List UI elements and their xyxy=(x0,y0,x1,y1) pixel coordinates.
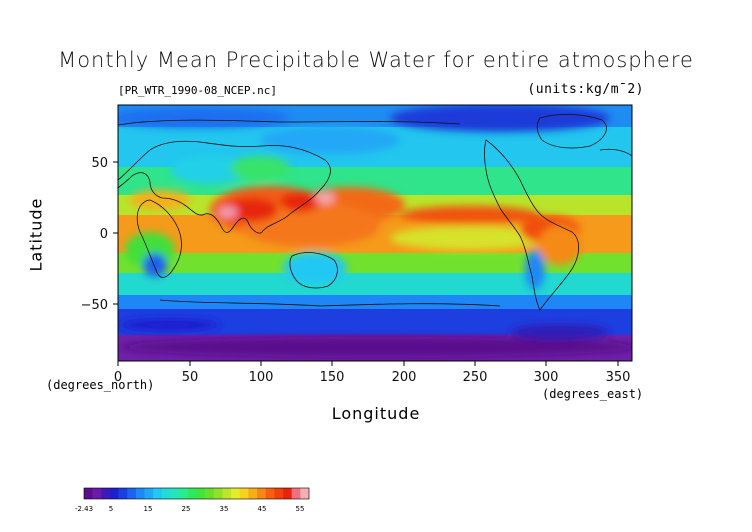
colorbar-swatch xyxy=(127,488,137,499)
colorbar xyxy=(83,487,310,500)
colorbar-swatch xyxy=(170,488,180,499)
file-label: [PR_WTR_1990-08_NCEP.nc] xyxy=(118,84,277,97)
colorbar-swatch xyxy=(153,488,163,499)
colorbar-swatch xyxy=(84,488,93,499)
units-label: (units:kg/m¯2) xyxy=(527,82,644,97)
colorbar-label: -2.43 xyxy=(75,505,93,513)
map-title: Monthly Mean Precipitable Water for enti… xyxy=(58,48,694,72)
colorbar-swatch xyxy=(265,488,275,499)
colorbar-swatch xyxy=(179,488,189,499)
colorbar-swatch xyxy=(196,488,206,499)
colorbar-labels: -2.43 5 15 25 35 45 55 xyxy=(75,505,305,513)
colorbar-swatch xyxy=(187,488,197,499)
colorbar-swatch xyxy=(257,488,267,499)
colorbar-swatch xyxy=(222,488,232,499)
x-tick-label: 50 xyxy=(182,370,199,385)
colorbar-label: 55 xyxy=(296,505,305,513)
colorbar-swatch xyxy=(101,488,111,499)
x-tick-label: 150 xyxy=(320,370,345,385)
colorbar-swatch xyxy=(205,488,215,499)
y-tick-label: −50 xyxy=(81,298,108,313)
y-tick-label: 0 xyxy=(100,227,108,242)
coastlines xyxy=(118,114,632,311)
colorbar-swatch xyxy=(92,488,102,499)
colorbar-swatch xyxy=(283,488,292,499)
colorbar-swatch xyxy=(231,488,241,499)
x-tick-label: 0 xyxy=(114,370,122,385)
colorbar-label: 25 xyxy=(182,505,191,513)
colorbar-swatch xyxy=(300,488,310,499)
x-tick-label: 100 xyxy=(249,370,274,385)
colorbar-label: 5 xyxy=(109,505,113,513)
y-tick-labels: 50 0 −50 xyxy=(81,156,108,313)
y-axis-title: Latitude xyxy=(26,197,46,272)
y-axis-unit: (degrees_north) xyxy=(46,378,155,392)
colorbar-swatch xyxy=(291,488,301,499)
x-tick-label: 350 xyxy=(606,370,631,385)
colorbar-swatch xyxy=(213,488,223,499)
precipitable-water-field xyxy=(118,105,632,361)
y-tick-label: 50 xyxy=(91,156,108,171)
colorbar-swatch xyxy=(274,488,284,499)
colorbar-swatch xyxy=(135,488,145,499)
axis-ticks xyxy=(113,161,619,366)
x-tick-labels: 0 50 100 150 200 250 300 350 xyxy=(114,370,631,385)
colorbar-label: 45 xyxy=(258,505,267,513)
colorbar-swatch xyxy=(118,488,128,499)
colorbar-label: 15 xyxy=(144,505,153,513)
x-tick-label: 300 xyxy=(534,370,559,385)
x-axis-unit: (degrees_east) xyxy=(542,387,644,401)
colorbar-swatch xyxy=(109,488,119,499)
colorbar-swatch xyxy=(248,488,258,499)
colorbar-frame xyxy=(83,487,310,500)
x-axis-title: Longitude xyxy=(331,404,421,423)
x-tick-label: 250 xyxy=(463,370,488,385)
colorbar-swatch xyxy=(161,488,171,499)
colorbar-label: 35 xyxy=(220,505,229,513)
x-tick-label: 200 xyxy=(392,370,417,385)
colorbar-swatch xyxy=(239,488,249,499)
colorbar-swatch xyxy=(144,488,154,499)
